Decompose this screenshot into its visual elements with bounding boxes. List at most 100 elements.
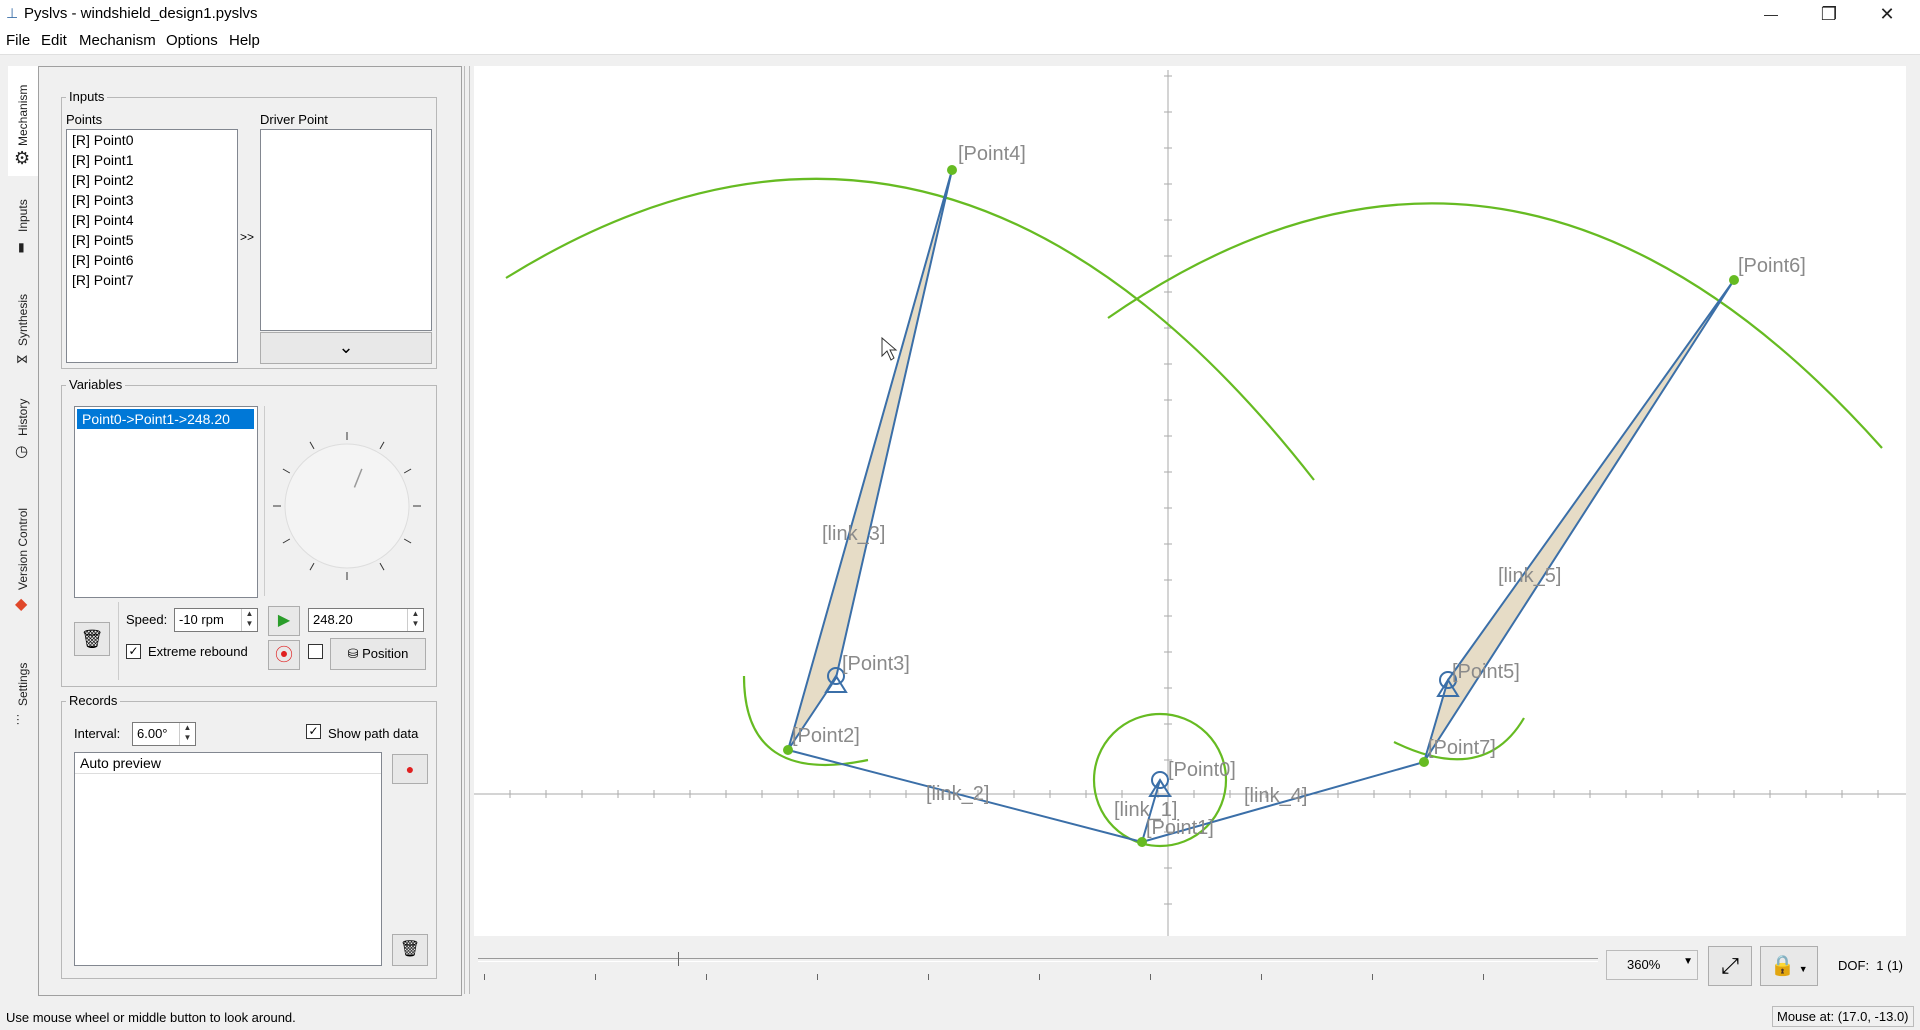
add-driver-button[interactable]: >> [240, 230, 255, 244]
mechanism-drawing[interactable]: [Point0] [Point1] [Point2] [Point3] [Poi… [474, 66, 1906, 936]
list-item[interactable]: [R] Point4 [72, 212, 134, 228]
zoom-select[interactable]: 360% ▼ [1606, 950, 1698, 980]
timeline-slider[interactable] [478, 952, 1598, 988]
lock-button[interactable]: 🔒 ▼ [1760, 946, 1818, 986]
dial-tick [309, 441, 315, 450]
records-list[interactable]: Auto preview [74, 752, 382, 966]
label-point7: [Point7] [1428, 737, 1496, 759]
driver-point-label: Driver Point [260, 112, 328, 127]
gear-icon: ⚙ [14, 148, 31, 168]
path-point6 [1107, 202, 1883, 449]
position-button[interactable]: ⛁ Position [330, 638, 426, 670]
path-point7 [1393, 717, 1525, 761]
tab-settings[interactable]: Settings ⫶ [16, 662, 30, 728]
labels: [Point0] [Point1] [Point2] [Point3] [Poi… [792, 143, 1806, 839]
extreme-rebound-checkbox[interactable]: ✓ [126, 644, 141, 659]
list-item[interactable]: [R] Point7 [72, 272, 134, 288]
speed-spinbox[interactable]: -10 rpm ▲ ▼ [174, 608, 258, 632]
menu-help[interactable]: Help [229, 32, 260, 49]
stop-button[interactable]: ⦿ [268, 640, 300, 670]
splitter[interactable] [464, 66, 470, 994]
joints [783, 165, 1739, 847]
play-button[interactable]: ▶ [268, 606, 300, 636]
tab-inputs[interactable]: Inputs ▮ [16, 199, 30, 254]
list-item[interactable]: [R] Point0 [72, 132, 134, 148]
driver-point-list[interactable] [260, 129, 432, 331]
sliders-icon: ⫶ [16, 712, 20, 728]
mechanism-canvas[interactable]: [Point0] [Point1] [Point2] [Point3] [Poi… [474, 66, 1906, 936]
variables-list[interactable]: Point0->Point1->248.20 [74, 406, 258, 598]
delete-record-button[interactable]: 🗑 [392, 934, 428, 966]
label-point0: [Point0] [1168, 759, 1236, 781]
angle-dial-frame [264, 406, 429, 596]
list-item[interactable]: [R] Point5 [72, 232, 134, 248]
expand-button[interactable]: ⌄ [260, 332, 432, 364]
list-item[interactable]: Point0->Point1->248.20 [77, 409, 254, 429]
git-icon: ◆ [15, 596, 28, 613]
show-path-label: Show path data [328, 726, 419, 741]
label-link2: [link_2] [926, 783, 989, 805]
path-curves [505, 177, 1883, 848]
ground-pins [824, 667, 1460, 797]
tab-version-control[interactable]: Version Control ◆ [15, 507, 30, 613]
tab-history[interactable]: History ◷ [15, 398, 30, 460]
inputs-group: Inputs Points Driver Point [R] Point0 [R… [61, 89, 437, 369]
show-path-checkbox[interactable]: ✓ [306, 724, 321, 739]
list-item[interactable]: [R] Point1 [72, 152, 134, 168]
angle-value: 248.20 [313, 612, 353, 627]
links [787, 169, 1735, 843]
menu-file[interactable]: File [6, 32, 31, 49]
menu-bar: File Edit Mechanism Options Help [0, 28, 1920, 55]
list-item[interactable]: [R] Point6 [72, 252, 134, 268]
ground-pin-point3-base [824, 674, 848, 693]
dial-tick [282, 538, 291, 544]
menu-options[interactable]: Options [166, 32, 218, 49]
interval-spinbox[interactable]: 6.00° ▲ ▼ [132, 722, 196, 746]
mouse-cursor [881, 336, 898, 361]
label-link3: [link_3] [822, 523, 885, 545]
inputs-group-title: Inputs [66, 89, 108, 104]
spin-arrows[interactable]: ▲ ▼ [179, 723, 195, 745]
tab-mechanism[interactable]: Mechanism ⚙ [8, 66, 38, 176]
tab-synthesis[interactable]: Synthesis ⋈ [16, 293, 30, 366]
ground-pin-point5 [1439, 671, 1457, 689]
chevron-down-icon: ▼ [1683, 956, 1693, 967]
menu-edit[interactable]: Edit [41, 32, 67, 49]
status-bar: Use mouse wheel or middle button to look… [0, 1004, 1920, 1030]
extreme-rebound-label: Extreme rebound [148, 644, 248, 659]
close-button[interactable]: ✕ [1879, 4, 1895, 24]
label-link4: [link_4] [1244, 785, 1307, 807]
menu-mechanism[interactable]: Mechanism [79, 32, 156, 49]
spin-arrows[interactable]: ▲ ▼ [407, 609, 423, 631]
window-title: Pyslvs - windshield_design1.pyslvs [24, 5, 258, 22]
dial-needle [353, 468, 363, 488]
delete-variable-button[interactable]: 🗑 [74, 622, 110, 656]
points-list[interactable]: [R] Point0 [R] Point1 [R] Point2 [R] Poi… [66, 129, 238, 363]
speed-label: Speed: [126, 612, 168, 627]
list-item[interactable]: [R] Point2 [72, 172, 134, 188]
slider-handle[interactable] [678, 952, 687, 966]
record-button[interactable]: ● [392, 754, 428, 784]
zoom-value: 360% [1627, 957, 1661, 972]
path-point4 [505, 177, 1315, 481]
dial-face [284, 443, 410, 569]
maximize-button[interactable]: ❐ [1820, 4, 1838, 24]
list-item[interactable]: Auto preview [75, 753, 381, 774]
list-item[interactable]: [R] Point3 [72, 192, 134, 208]
label-link1: [link_1] [1114, 799, 1177, 821]
dial-tick [379, 441, 385, 450]
slider-tick [1039, 974, 1040, 980]
dof-label: DOF: 1 (1) [1838, 958, 1904, 973]
ground-pin-point0 [1151, 771, 1169, 789]
auto-position-checkbox[interactable] [308, 644, 323, 659]
fit-view-button[interactable]: ⤢ [1708, 946, 1752, 986]
angle-dial[interactable] [265, 406, 429, 596]
label-link5: [link_5] [1498, 565, 1561, 587]
angle-spinbox[interactable]: 248.20 ▲ ▼ [308, 608, 424, 632]
dial-ticks [273, 432, 421, 580]
spin-arrows[interactable]: ▲ ▼ [241, 609, 257, 631]
status-message: Use mouse wheel or middle button to look… [6, 1010, 296, 1025]
label-point5: [Point5] [1452, 661, 1520, 683]
minimize-button[interactable]: — [1764, 6, 1778, 22]
slider-tick [706, 974, 707, 980]
